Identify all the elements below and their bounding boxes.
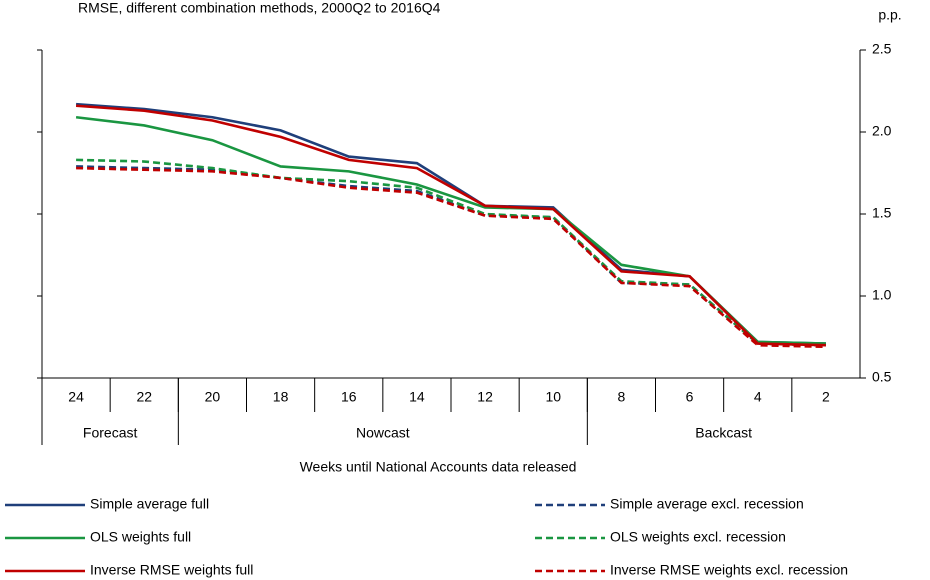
x-tick-label: 20 <box>205 389 221 405</box>
x-tick-label: 24 <box>68 389 84 405</box>
legend-label: Simple average excl. recession <box>610 496 804 512</box>
x-tick-label: 6 <box>686 389 694 405</box>
x-tick-label: 8 <box>618 389 626 405</box>
y-tick-label: 1.5 <box>872 205 892 221</box>
x-tick-label: 14 <box>409 389 425 405</box>
legend-label: Simple average full <box>90 496 209 512</box>
x-tick-label: 12 <box>477 389 493 405</box>
legend-label: OLS weights full <box>90 529 191 545</box>
series-line <box>76 158 826 347</box>
y-tick-label: 2.5 <box>872 41 892 57</box>
x-axis-title: Weeks until National Accounts data relea… <box>300 459 577 475</box>
chart-subtitle: RMSE, different combination methods, 200… <box>78 0 441 16</box>
x-tick-label: 22 <box>136 389 152 405</box>
legend-label: Inverse RMSE weights full <box>90 562 253 578</box>
y-tick-label: 2.0 <box>872 123 892 139</box>
series-line <box>75 104 826 347</box>
group-label: Forecast <box>83 425 138 441</box>
y-tick-label: 1.0 <box>872 287 892 303</box>
x-tick-label: 2 <box>822 389 830 405</box>
legend-label: Inverse RMSE weights excl. recession <box>610 562 848 578</box>
group-label: Backcast <box>695 425 752 441</box>
x-tick-label: 16 <box>341 389 357 405</box>
series-line <box>76 166 826 349</box>
y-tick-label: 0.5 <box>872 369 892 385</box>
x-tick-label: 10 <box>545 389 561 405</box>
legend-label: OLS weights excl. recession <box>610 529 786 545</box>
series-line <box>76 165 826 347</box>
x-tick-label: 4 <box>754 389 762 405</box>
series-line <box>75 115 826 345</box>
unit-label: p.p. <box>878 7 901 23</box>
x-tick-label: 18 <box>273 389 289 405</box>
group-label: Nowcast <box>356 425 410 441</box>
